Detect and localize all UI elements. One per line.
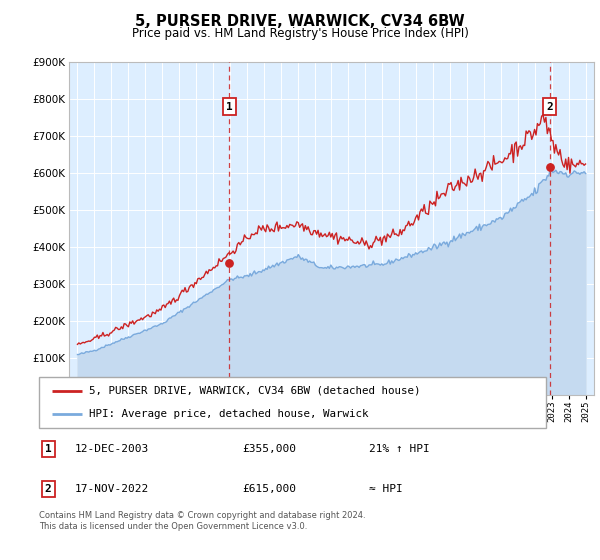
Text: £615,000: £615,000 bbox=[242, 484, 296, 494]
Text: 17-NOV-2022: 17-NOV-2022 bbox=[74, 484, 149, 494]
Text: 2: 2 bbox=[546, 101, 553, 111]
Text: £355,000: £355,000 bbox=[242, 444, 296, 454]
Text: HPI: Average price, detached house, Warwick: HPI: Average price, detached house, Warw… bbox=[89, 409, 368, 419]
Point bbox=[224, 259, 234, 268]
Text: Contains HM Land Registry data © Crown copyright and database right 2024.: Contains HM Land Registry data © Crown c… bbox=[39, 511, 365, 520]
Text: 1: 1 bbox=[226, 101, 233, 111]
Point bbox=[545, 162, 554, 171]
FancyBboxPatch shape bbox=[39, 377, 546, 428]
Text: This data is licensed under the Open Government Licence v3.0.: This data is licensed under the Open Gov… bbox=[39, 522, 307, 531]
Text: 12-DEC-2003: 12-DEC-2003 bbox=[74, 444, 149, 454]
Text: 5, PURSER DRIVE, WARWICK, CV34 6BW (detached house): 5, PURSER DRIVE, WARWICK, CV34 6BW (deta… bbox=[89, 386, 420, 396]
Text: 21% ↑ HPI: 21% ↑ HPI bbox=[368, 444, 430, 454]
Text: Price paid vs. HM Land Registry's House Price Index (HPI): Price paid vs. HM Land Registry's House … bbox=[131, 27, 469, 40]
Text: 5, PURSER DRIVE, WARWICK, CV34 6BW: 5, PURSER DRIVE, WARWICK, CV34 6BW bbox=[135, 14, 465, 29]
Text: ≈ HPI: ≈ HPI bbox=[368, 484, 403, 494]
Text: 2: 2 bbox=[45, 484, 52, 494]
Text: 1: 1 bbox=[45, 444, 52, 454]
